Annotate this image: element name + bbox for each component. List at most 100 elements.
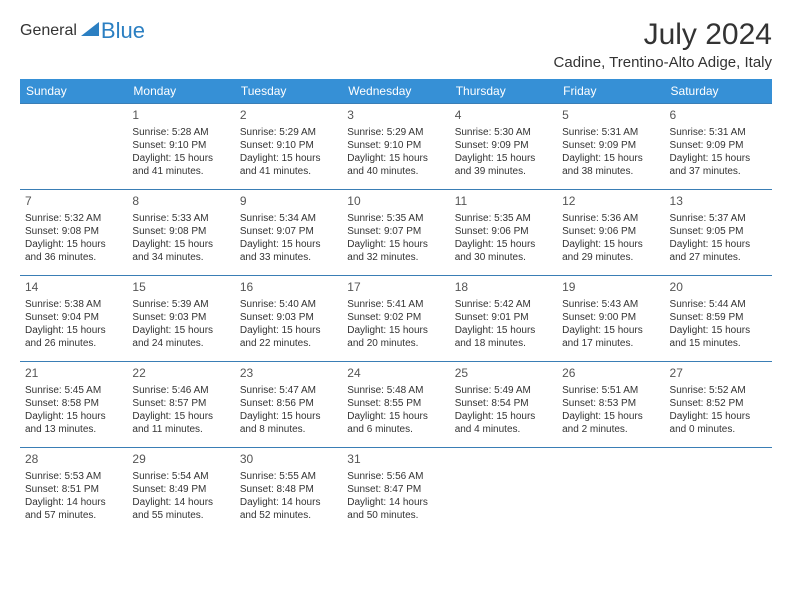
calendar-cell: 10Sunrise: 5:35 AMSunset: 9:07 PMDayligh… (342, 190, 449, 276)
day-detail: and 6 minutes. (347, 423, 444, 436)
weekday-header: Saturday (665, 79, 772, 104)
day-detail: Sunset: 8:55 PM (347, 397, 444, 410)
day-number: 30 (240, 452, 337, 468)
day-number: 16 (240, 280, 337, 296)
day-detail: and 37 minutes. (670, 165, 767, 178)
day-detail: Sunset: 9:06 PM (455, 225, 552, 238)
day-detail: Daylight: 15 hours (240, 324, 337, 337)
calendar-cell: 30Sunrise: 5:55 AMSunset: 8:48 PMDayligh… (235, 448, 342, 534)
day-number: 14 (25, 280, 122, 296)
day-number: 22 (132, 366, 229, 382)
day-detail: and 32 minutes. (347, 251, 444, 264)
location: Cadine, Trentino-Alto Adige, Italy (554, 54, 772, 71)
day-detail: Sunset: 9:05 PM (670, 225, 767, 238)
weekday-header: Friday (557, 79, 664, 104)
day-detail: and 40 minutes. (347, 165, 444, 178)
day-detail: Sunset: 8:53 PM (562, 397, 659, 410)
day-number: 31 (347, 452, 444, 468)
day-detail: Daylight: 15 hours (670, 152, 767, 165)
day-detail: Sunset: 9:04 PM (25, 311, 122, 324)
day-detail: and 17 minutes. (562, 337, 659, 350)
day-detail: Daylight: 15 hours (347, 410, 444, 423)
day-detail: Daylight: 15 hours (347, 324, 444, 337)
calendar-cell: 26Sunrise: 5:51 AMSunset: 8:53 PMDayligh… (557, 362, 664, 448)
day-number: 17 (347, 280, 444, 296)
day-detail: Daylight: 15 hours (25, 324, 122, 337)
day-detail: Sunset: 9:08 PM (25, 225, 122, 238)
day-detail: Sunset: 9:03 PM (240, 311, 337, 324)
calendar-cell: 8Sunrise: 5:33 AMSunset: 9:08 PMDaylight… (127, 190, 234, 276)
day-detail: Sunrise: 5:53 AM (25, 470, 122, 483)
day-detail: and 13 minutes. (25, 423, 122, 436)
calendar-cell: 2Sunrise: 5:29 AMSunset: 9:10 PMDaylight… (235, 104, 342, 190)
day-number: 6 (670, 108, 767, 124)
day-detail: Daylight: 15 hours (455, 238, 552, 251)
day-detail: Daylight: 15 hours (132, 324, 229, 337)
day-number: 23 (240, 366, 337, 382)
day-detail: and 30 minutes. (455, 251, 552, 264)
day-detail: and 27 minutes. (670, 251, 767, 264)
day-detail: and 50 minutes. (347, 509, 444, 522)
calendar-cell: 20Sunrise: 5:44 AMSunset: 8:59 PMDayligh… (665, 276, 772, 362)
day-detail: Sunrise: 5:52 AM (670, 384, 767, 397)
day-detail: Daylight: 15 hours (240, 410, 337, 423)
day-number: 25 (455, 366, 552, 382)
day-detail: Sunrise: 5:38 AM (25, 298, 122, 311)
calendar-cell: 15Sunrise: 5:39 AMSunset: 9:03 PMDayligh… (127, 276, 234, 362)
day-detail: Sunrise: 5:44 AM (670, 298, 767, 311)
day-detail: Daylight: 15 hours (562, 238, 659, 251)
day-number: 29 (132, 452, 229, 468)
day-number: 13 (670, 194, 767, 210)
calendar-cell: 21Sunrise: 5:45 AMSunset: 8:58 PMDayligh… (20, 362, 127, 448)
calendar-cell: 28Sunrise: 5:53 AMSunset: 8:51 PMDayligh… (20, 448, 127, 534)
day-detail: Sunrise: 5:49 AM (455, 384, 552, 397)
day-detail: Sunset: 9:09 PM (455, 139, 552, 152)
day-number: 8 (132, 194, 229, 210)
day-detail: Daylight: 15 hours (347, 152, 444, 165)
calendar-week: 14Sunrise: 5:38 AMSunset: 9:04 PMDayligh… (20, 276, 772, 362)
calendar-cell (20, 104, 127, 190)
calendar-cell: 5Sunrise: 5:31 AMSunset: 9:09 PMDaylight… (557, 104, 664, 190)
day-number: 20 (670, 280, 767, 296)
day-number: 10 (347, 194, 444, 210)
day-detail: Sunrise: 5:47 AM (240, 384, 337, 397)
calendar-week: 7Sunrise: 5:32 AMSunset: 9:08 PMDaylight… (20, 190, 772, 276)
calendar-cell: 25 Sunrise: 5:49 AMSunset: 8:54 PMDayligh… (450, 362, 557, 448)
day-detail: Daylight: 15 hours (132, 410, 229, 423)
calendar-week: 21Sunrise: 5:45 AMSunset: 8:58 PMDayligh… (20, 362, 772, 448)
day-detail: Sunrise: 5:45 AM (25, 384, 122, 397)
day-detail: Sunset: 9:01 PM (455, 311, 552, 324)
weekday-row: SundayMondayTuesdayWednesdayThursdayFrid… (20, 79, 772, 104)
day-detail: Sunset: 8:54 PM (455, 397, 552, 410)
day-detail: Sunrise: 5:34 AM (240, 212, 337, 225)
calendar-week: 28Sunrise: 5:53 AMSunset: 8:51 PMDayligh… (20, 448, 772, 534)
day-detail: Sunrise: 5:31 AM (562, 126, 659, 139)
title-block: July 2024 Cadine, Trentino-Alto Adige, I… (554, 18, 772, 71)
day-detail: and 57 minutes. (25, 509, 122, 522)
day-detail: Sunset: 9:03 PM (132, 311, 229, 324)
day-detail: Daylight: 15 hours (25, 238, 122, 251)
day-number: 11 (455, 194, 552, 210)
day-detail: Sunset: 9:00 PM (562, 311, 659, 324)
day-detail: and 15 minutes. (670, 337, 767, 350)
day-detail: Daylight: 15 hours (240, 152, 337, 165)
calendar-cell: 3Sunrise: 5:29 AMSunset: 9:10 PMDaylight… (342, 104, 449, 190)
day-detail: and 55 minutes. (132, 509, 229, 522)
day-detail: Sunset: 9:09 PM (670, 139, 767, 152)
day-number: 21 (25, 366, 122, 382)
day-detail: Daylight: 15 hours (562, 324, 659, 337)
calendar-cell: 17Sunrise: 5:41 AMSunset: 9:02 PMDayligh… (342, 276, 449, 362)
logo-triangle-icon (81, 22, 99, 41)
day-detail: Sunrise: 5:46 AM (132, 384, 229, 397)
day-detail: Sunset: 9:07 PM (347, 225, 444, 238)
day-detail: Daylight: 15 hours (455, 410, 552, 423)
day-detail: Sunrise: 5:43 AM (562, 298, 659, 311)
day-detail: and 2 minutes. (562, 423, 659, 436)
day-detail: Daylight: 15 hours (670, 410, 767, 423)
day-detail: Sunset: 8:47 PM (347, 483, 444, 496)
day-number: 28 (25, 452, 122, 468)
day-number: 9 (240, 194, 337, 210)
day-detail: Sunset: 9:08 PM (132, 225, 229, 238)
day-detail: Sunset: 8:48 PM (240, 483, 337, 496)
day-detail: Sunrise: 5:41 AM (347, 298, 444, 311)
